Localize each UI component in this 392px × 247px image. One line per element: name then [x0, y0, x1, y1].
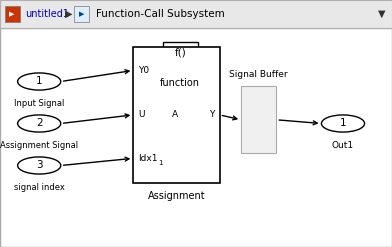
- Text: function: function: [160, 78, 200, 88]
- Ellipse shape: [18, 157, 61, 174]
- Text: 3: 3: [36, 160, 42, 170]
- Text: A: A: [172, 110, 178, 119]
- Ellipse shape: [18, 115, 61, 132]
- Text: Assignment Signal: Assignment Signal: [0, 141, 78, 150]
- Ellipse shape: [321, 115, 365, 132]
- FancyBboxPatch shape: [0, 28, 392, 247]
- Text: ▶: ▶: [79, 11, 85, 17]
- FancyBboxPatch shape: [133, 47, 220, 183]
- Text: Function-Call Subsystem: Function-Call Subsystem: [96, 9, 225, 19]
- Text: Y0: Y0: [138, 66, 149, 75]
- Text: Signal Buffer: Signal Buffer: [229, 70, 288, 79]
- Text: 1: 1: [36, 76, 42, 86]
- Text: Assignment: Assignment: [147, 191, 205, 201]
- Text: Out1: Out1: [332, 141, 354, 150]
- Text: 1: 1: [340, 118, 346, 128]
- Text: 2: 2: [36, 118, 42, 128]
- Text: 1: 1: [158, 160, 162, 166]
- FancyBboxPatch shape: [163, 42, 198, 69]
- Text: signal index: signal index: [14, 183, 65, 192]
- Text: Idx1: Idx1: [138, 154, 158, 163]
- Text: Input Signal: Input Signal: [14, 99, 64, 108]
- Text: ▼: ▼: [378, 9, 386, 19]
- Text: untitled1: untitled1: [25, 9, 69, 19]
- FancyBboxPatch shape: [5, 6, 20, 22]
- FancyBboxPatch shape: [241, 86, 276, 153]
- FancyBboxPatch shape: [74, 6, 89, 22]
- FancyBboxPatch shape: [0, 0, 392, 28]
- Text: Y: Y: [209, 110, 215, 119]
- Text: U: U: [138, 110, 145, 119]
- Text: ▶: ▶: [9, 11, 15, 17]
- Ellipse shape: [18, 73, 61, 90]
- Text: f(): f(): [174, 48, 186, 58]
- Text: ▶: ▶: [65, 9, 73, 19]
